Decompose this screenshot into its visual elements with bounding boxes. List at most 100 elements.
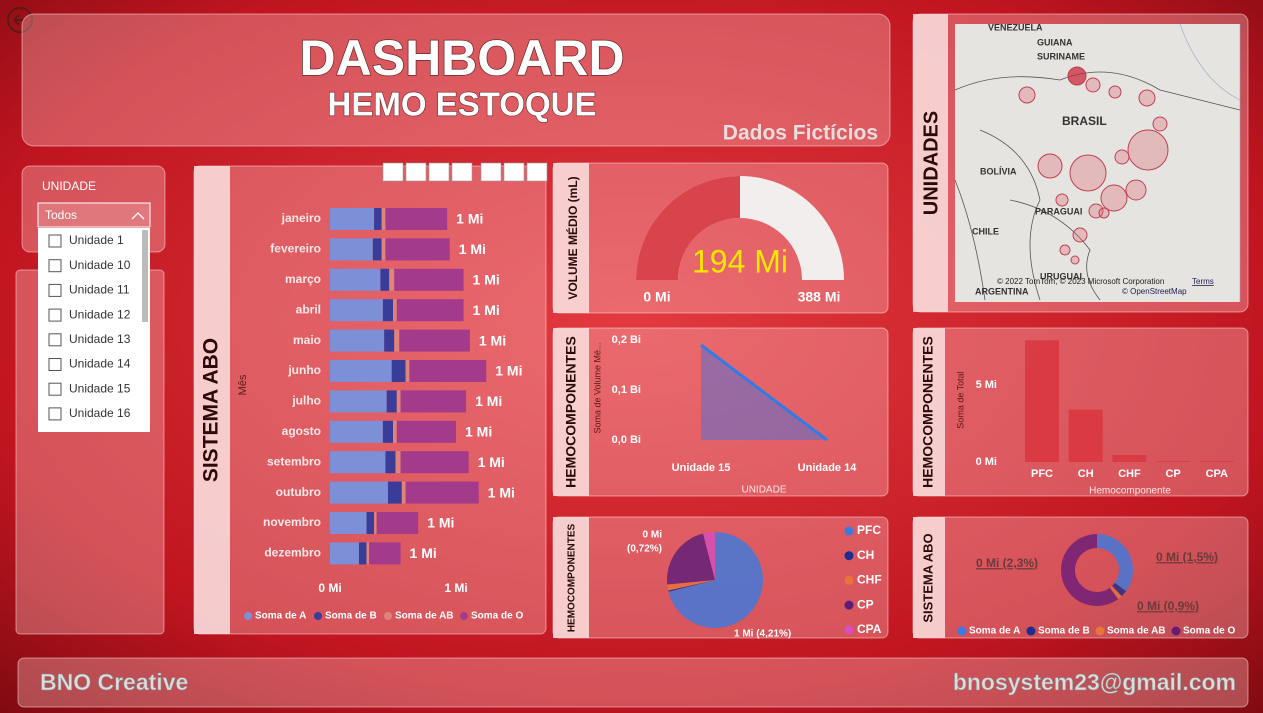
panel-title: SISTEMA ABO <box>920 533 935 622</box>
bar-segment <box>376 512 419 534</box>
map-label: BOLÍVIA <box>980 166 1017 176</box>
data-label: 0 Mi (1,5%) <box>1156 550 1218 564</box>
bar-segment <box>382 299 393 322</box>
visual-toolbar[interactable] <box>382 162 548 182</box>
checkbox[interactable] <box>48 259 62 273</box>
x-tick-label: Unidade 14 <box>798 462 858 474</box>
total-label: 1 Mi <box>488 484 515 500</box>
checkbox[interactable] <box>48 283 62 297</box>
slicer-item[interactable]: Unidade 16 <box>69 406 131 420</box>
bar-segment <box>385 208 448 230</box>
dropdown-caret <box>131 212 145 220</box>
map-attribution: © 2022 TomTom, © 2023 Microsoft Corporat… <box>997 277 1164 286</box>
data-label: 0 Mi <box>643 530 663 541</box>
checkbox[interactable] <box>48 308 62 322</box>
bar-segment <box>389 268 395 291</box>
x-tick-label: CPA <box>1206 468 1228 480</box>
checkbox[interactable] <box>48 382 62 396</box>
slicer-item[interactable]: Unidade 10 <box>69 258 131 272</box>
y-tick-label: 0,0 Bi <box>612 434 641 446</box>
footer-right: bnosystem23@gmail.com <box>953 669 1236 695</box>
panel-title: SISTEMA ABO <box>200 338 223 482</box>
panel-title: HEMOCOMPONENTES <box>563 336 579 488</box>
bar <box>1068 409 1103 462</box>
y-tick-label: março <box>285 272 321 286</box>
bar-segment <box>391 360 406 382</box>
legend-marker <box>314 612 322 620</box>
dropdown[interactable] <box>37 202 151 228</box>
bar-segment <box>366 512 375 534</box>
data-label: 0 Mi (0,9%) <box>1137 599 1199 613</box>
slicer-item[interactable]: Unidade 1 <box>69 233 124 247</box>
bar-segment <box>387 481 402 504</box>
total-label: 1 Mi <box>475 393 502 409</box>
map-label: VENEZUELA <box>988 22 1043 32</box>
axis-title: Hemocomponente <box>1089 486 1171 497</box>
gauge-value <box>636 176 740 280</box>
y-tick-label: agosto <box>282 424 321 438</box>
bar-segment <box>330 208 375 230</box>
bar-segment <box>405 360 410 382</box>
y-tick-label: 0 Mi <box>976 456 997 468</box>
y-tick-label: 0,1 Bi <box>612 384 641 396</box>
bar-segment <box>330 329 385 352</box>
bar-segment <box>366 542 370 565</box>
checkbox[interactable] <box>48 333 62 347</box>
bar-segment <box>393 420 397 443</box>
map-label: PARAGUAI <box>1035 206 1082 216</box>
slicer-item[interactable]: Unidade 15 <box>69 381 131 395</box>
legend-marker <box>384 612 392 620</box>
slicer-item[interactable]: Unidade 13 <box>69 332 131 346</box>
legend-marker <box>1095 626 1105 636</box>
note: Dados Fictícios <box>723 122 878 145</box>
gauge-value-label: 194 Mi <box>692 243 788 279</box>
total-label: 1 Mi <box>473 272 500 288</box>
slicer-item[interactable]: Unidade 14 <box>69 357 131 371</box>
bar-segment <box>382 420 393 443</box>
legend-label: Soma de A <box>969 626 1020 637</box>
footer-left: BNO Creative <box>40 669 188 695</box>
total-label: 1 Mi <box>459 241 486 257</box>
bar-segment <box>330 451 386 474</box>
title-band <box>553 517 589 638</box>
checkbox[interactable] <box>48 407 62 421</box>
title-band <box>913 517 945 638</box>
bar-segment <box>374 512 377 534</box>
legend-marker <box>244 612 252 620</box>
line <box>700 343 828 442</box>
bar-segment <box>386 390 397 413</box>
legend-marker <box>1026 626 1036 636</box>
map-label: BRASIL <box>1062 114 1107 128</box>
bar-segment <box>405 481 479 504</box>
bar-segment <box>374 208 382 230</box>
map-terms[interactable]: Terms <box>1192 277 1214 286</box>
y-tick-label: outubro <box>276 485 321 499</box>
y-tick-label: fevereiro <box>270 242 321 256</box>
slicer-item[interactable]: Unidade 12 <box>69 307 131 321</box>
map <box>954 23 1241 302</box>
y-tick-label: 5 Mi <box>976 379 997 391</box>
axis-title: Soma de Volume Mé... <box>592 342 602 433</box>
checkbox[interactable] <box>48 358 62 371</box>
title-band <box>913 328 945 496</box>
footer-panel <box>17 657 1249 708</box>
axis-title: UNIDADE <box>741 485 786 496</box>
legend-label: PFC <box>857 523 881 537</box>
bar-segment <box>409 360 487 382</box>
legend-marker <box>844 575 854 585</box>
pie-slice <box>703 532 715 580</box>
y-tick-label: abril <box>296 302 321 316</box>
bar <box>1199 461 1234 462</box>
bar-segment <box>330 268 381 291</box>
bar-segment <box>372 238 382 261</box>
legend-label: Soma de B <box>1038 626 1090 637</box>
slicer-item[interactable]: Unidade 11 <box>69 283 130 297</box>
bar <box>1156 461 1191 462</box>
bar-segment <box>381 238 386 261</box>
legend-label: CH <box>857 548 874 562</box>
bar <box>1112 455 1147 462</box>
bar-segment <box>330 542 359 565</box>
checkbox[interactable] <box>48 234 62 248</box>
total-label: 1 Mi <box>465 424 492 440</box>
y-tick-label: maio <box>293 333 321 347</box>
